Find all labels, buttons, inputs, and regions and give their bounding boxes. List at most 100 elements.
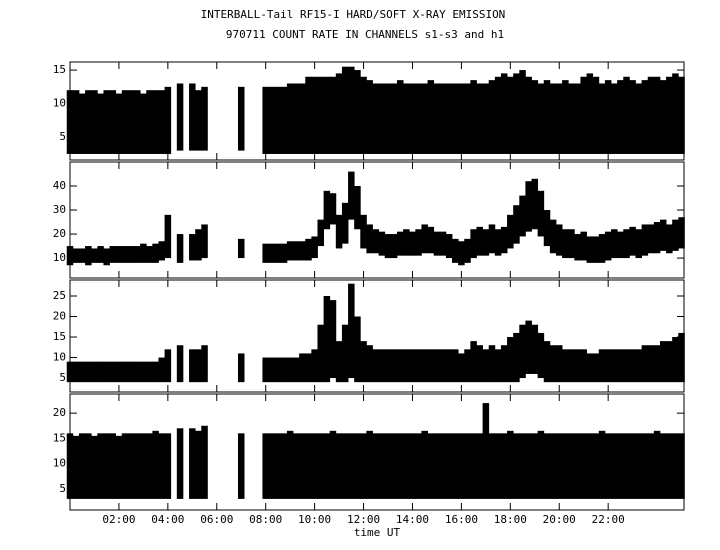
panel-frame	[69, 161, 685, 279]
range-bar	[262, 433, 269, 499]
range-bar	[647, 345, 655, 383]
range-bar	[635, 349, 643, 383]
range-bar	[464, 83, 471, 154]
range-bar	[445, 83, 453, 154]
range-bar	[176, 234, 184, 263]
range-bar	[555, 433, 563, 499]
range-bar	[659, 341, 667, 383]
range-bar	[623, 349, 630, 383]
range-bar	[543, 210, 551, 247]
y-tick-label: 30	[53, 203, 66, 216]
range-bar	[329, 300, 337, 379]
range-bar	[311, 349, 318, 383]
range-bar	[672, 433, 679, 499]
range-bar	[360, 214, 367, 249]
range-bar	[488, 80, 496, 154]
range-bar	[97, 93, 104, 154]
range-bar	[513, 205, 520, 244]
y-tick-label: 10	[53, 457, 66, 470]
range-bar	[201, 425, 208, 499]
range-bar	[372, 433, 380, 499]
range-bar	[195, 229, 202, 261]
range-bar	[641, 433, 649, 499]
range-bar	[555, 224, 563, 256]
range-bar	[360, 341, 367, 383]
range-bar	[201, 345, 208, 383]
range-bar	[409, 349, 416, 383]
range-bar	[470, 433, 477, 499]
range-bar	[268, 86, 276, 154]
range-bar	[403, 349, 410, 383]
range-bar	[549, 83, 557, 154]
range-bar	[329, 430, 337, 499]
range-bar	[127, 90, 135, 154]
range-bar	[372, 349, 380, 383]
range-bar	[580, 349, 587, 383]
range-bar	[348, 433, 355, 499]
range-bar	[390, 234, 398, 259]
range-bar	[176, 83, 184, 151]
range-bar	[72, 361, 80, 383]
range-bar	[335, 73, 343, 154]
range-bar	[525, 320, 532, 374]
range-bar	[85, 361, 92, 383]
range-bar	[274, 357, 282, 383]
range-bar	[293, 83, 300, 154]
range-bar	[537, 190, 545, 237]
range-bar	[72, 90, 80, 154]
panel-frame	[69, 393, 685, 511]
range-bar	[305, 433, 312, 499]
range-bar	[152, 243, 159, 263]
range-bar	[146, 90, 153, 154]
range-bar	[115, 361, 123, 383]
range-bar	[604, 80, 612, 154]
range-bar	[641, 80, 649, 154]
range-bar	[592, 433, 600, 499]
y-tick-label: 15	[53, 431, 66, 444]
range-bar	[305, 238, 312, 261]
range-bar	[439, 433, 447, 499]
range-bar	[525, 76, 532, 154]
range-bar	[134, 433, 141, 499]
range-bar	[476, 83, 483, 154]
range-bar	[286, 430, 294, 499]
range-bar	[286, 357, 294, 383]
range-bar	[305, 76, 312, 154]
range-bar	[268, 357, 276, 383]
range-bar	[439, 231, 447, 256]
range-bar	[72, 435, 80, 499]
range-bar	[678, 217, 685, 249]
range-bar	[629, 80, 636, 154]
range-bar	[500, 73, 508, 154]
range-bar	[396, 349, 404, 383]
range-bar	[134, 246, 141, 263]
range-bar	[341, 66, 349, 154]
range-bar	[562, 349, 569, 383]
range-bar	[280, 433, 288, 499]
range-bar	[592, 76, 600, 154]
range-bar	[372, 229, 380, 254]
y-tick-label: 5	[59, 130, 66, 143]
range-bar	[103, 90, 110, 154]
range-bar	[519, 70, 526, 154]
y-tick-label: 20	[53, 227, 66, 240]
range-bar	[274, 433, 282, 499]
range-bar	[311, 433, 318, 499]
range-bar	[513, 332, 520, 383]
range-bar	[415, 83, 422, 154]
range-bar	[189, 428, 196, 499]
range-bar	[562, 229, 569, 259]
range-bar	[488, 345, 496, 383]
range-bar	[666, 224, 673, 254]
range-bar	[384, 234, 392, 259]
range-bar	[140, 361, 147, 383]
range-bar	[311, 236, 318, 259]
range-bar	[195, 430, 202, 499]
range-bar	[140, 93, 147, 154]
range-bar	[427, 226, 435, 254]
range-bar	[164, 86, 172, 154]
range-bar	[598, 430, 606, 499]
range-bar	[396, 80, 404, 154]
range-bar	[348, 283, 355, 379]
